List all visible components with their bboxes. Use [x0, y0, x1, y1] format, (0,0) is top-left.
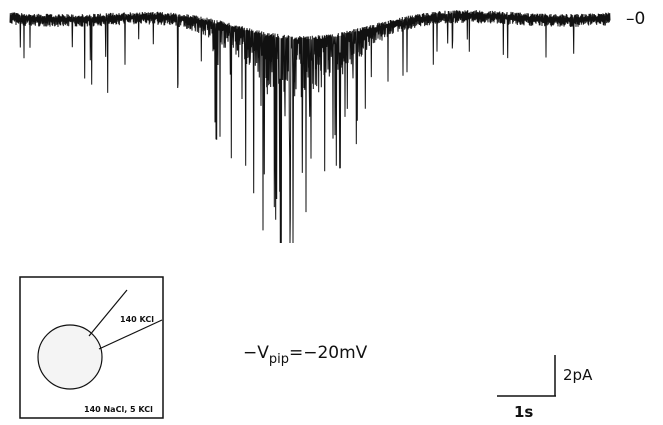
pipette-label: 140 KCl	[120, 315, 154, 324]
voltage-suffix: =−20mV	[289, 343, 368, 363]
time-scale-label: 1s	[514, 403, 533, 421]
current-scale-label: 2pA	[563, 366, 593, 384]
voltage-prefix: −V	[243, 343, 269, 363]
scale-bar: 2pA 1s	[497, 355, 593, 421]
current-trace	[9, 10, 611, 244]
voltage-subscript: pip	[269, 352, 289, 367]
inset-frame	[19, 276, 164, 419]
cell	[37, 324, 103, 390]
voltage-label: −Vpip=−20mV	[243, 343, 368, 367]
zero-label: –0	[626, 9, 645, 29]
pipette-edge	[88, 289, 128, 337]
bath-label: 140 NaCl, 5 KCl	[84, 405, 153, 414]
trace-line	[9, 10, 611, 244]
inset: 140 KCl 140 NaCl, 5 KCl	[19, 276, 164, 419]
pipette-edge	[98, 319, 163, 350]
